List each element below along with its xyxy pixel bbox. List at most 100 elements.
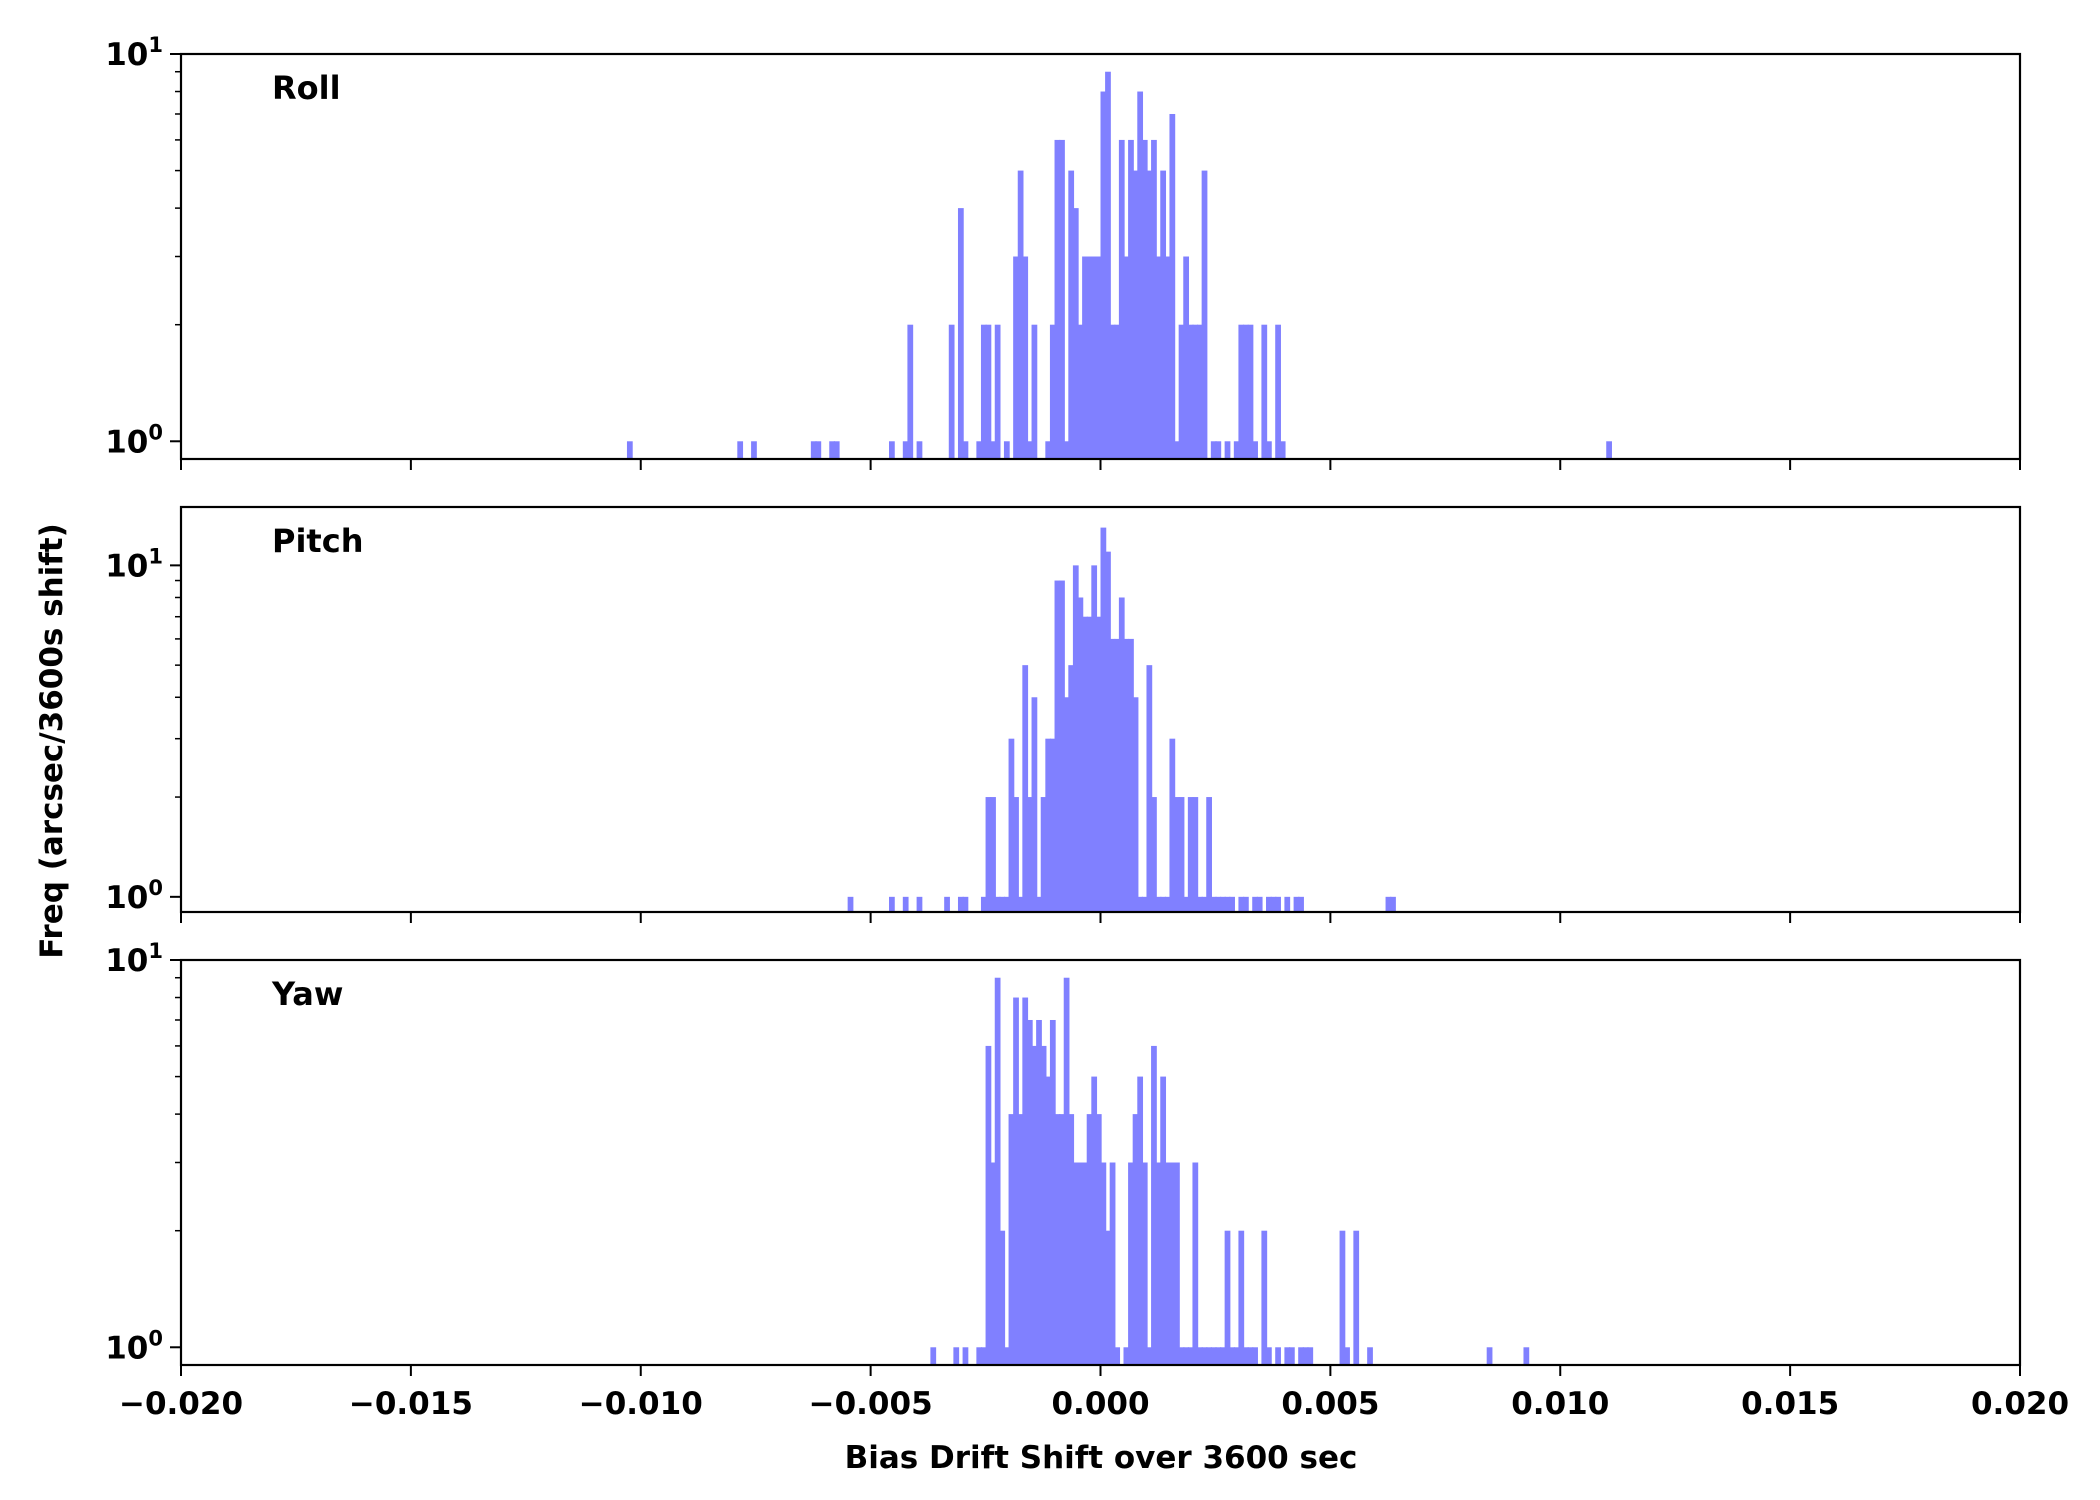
bar xyxy=(1022,665,1029,912)
bar xyxy=(962,1347,969,1365)
bar xyxy=(1022,997,1029,1365)
bar xyxy=(1201,896,1208,912)
bar xyxy=(1151,139,1157,460)
bar xyxy=(1261,324,1268,459)
bar xyxy=(1390,896,1396,912)
bar xyxy=(737,441,744,459)
bar xyxy=(1118,597,1125,912)
bar xyxy=(1077,597,1084,912)
bar xyxy=(1151,797,1157,912)
bar xyxy=(751,441,757,459)
bars-roll xyxy=(626,71,1612,460)
x-tick-label: −0.020 xyxy=(119,1386,243,1422)
bar xyxy=(1017,170,1024,459)
bar xyxy=(916,441,923,459)
bar xyxy=(1049,324,1056,459)
bar xyxy=(1266,896,1272,912)
bar xyxy=(810,441,817,459)
bar xyxy=(1192,1162,1199,1365)
bar xyxy=(1095,1114,1102,1365)
y-tick-label: 101 xyxy=(105,544,163,584)
bar xyxy=(1344,1347,1350,1365)
bar xyxy=(1141,139,1148,460)
bar xyxy=(1036,1019,1042,1365)
bar xyxy=(1100,91,1107,459)
bar xyxy=(1095,256,1102,459)
y-tick-label: 100 xyxy=(105,420,163,460)
bar xyxy=(1183,896,1190,912)
bar xyxy=(1302,1347,1309,1365)
bar xyxy=(1298,896,1304,912)
bar xyxy=(1238,896,1245,912)
bar xyxy=(1109,1162,1116,1365)
bar xyxy=(1169,738,1176,912)
bar xyxy=(1197,1347,1203,1365)
bar xyxy=(948,324,955,459)
panel-roll: 100 101 Roll xyxy=(105,33,2022,470)
bar xyxy=(962,441,969,459)
bar xyxy=(1298,1347,1304,1365)
bar xyxy=(1003,1347,1010,1365)
bar xyxy=(1100,527,1107,912)
bar xyxy=(1178,1347,1185,1365)
bar xyxy=(994,896,1001,912)
bar xyxy=(1031,324,1038,459)
bar xyxy=(1068,170,1075,459)
bar xyxy=(1086,256,1093,459)
bar xyxy=(1252,441,1258,459)
bar xyxy=(1164,256,1171,459)
bar xyxy=(1256,896,1263,912)
panel-label-yaw: Yaw xyxy=(271,975,343,1013)
bar xyxy=(1174,441,1180,459)
bar xyxy=(1146,665,1153,912)
bar xyxy=(980,324,987,459)
bar xyxy=(1238,1230,1245,1365)
bar xyxy=(1197,896,1203,912)
panel-yaw: −0.020 −0.015 −0.010 −0.005 0.000 0.005 0.010 0… xyxy=(105,939,2069,1422)
bar xyxy=(1270,896,1277,912)
x-tick-label: 0.015 xyxy=(1741,1386,1839,1422)
bar xyxy=(907,324,914,459)
bar xyxy=(1266,1347,1272,1365)
bar xyxy=(1164,1162,1171,1365)
bar xyxy=(1183,256,1190,459)
bar xyxy=(1169,113,1176,460)
bar xyxy=(1210,441,1217,459)
bar xyxy=(1091,565,1098,912)
bar xyxy=(990,1162,996,1365)
bar xyxy=(1192,324,1199,459)
x-tick-label: 0.020 xyxy=(1971,1386,2069,1422)
bar xyxy=(1114,638,1121,912)
bar xyxy=(1082,616,1088,912)
bar xyxy=(1238,324,1245,459)
bar xyxy=(990,441,996,459)
bar xyxy=(1045,1076,1052,1365)
bar xyxy=(1059,1114,1065,1365)
bar xyxy=(1077,324,1084,459)
bar xyxy=(953,1347,960,1365)
bar xyxy=(1003,896,1010,912)
x-tick-label: 0.000 xyxy=(1051,1386,1149,1422)
bar xyxy=(1013,797,1019,912)
bar xyxy=(1036,896,1042,912)
bar xyxy=(1160,170,1167,459)
bar xyxy=(957,208,964,459)
bar xyxy=(1307,1347,1314,1365)
bar xyxy=(1026,1019,1033,1365)
bar xyxy=(1160,896,1167,912)
bar xyxy=(1049,738,1056,912)
bar xyxy=(1128,1162,1134,1365)
bar xyxy=(1091,1076,1098,1365)
bar xyxy=(1109,638,1116,912)
bar xyxy=(1132,697,1139,912)
bar xyxy=(1123,638,1130,912)
y-axis-title: Freq (arcsec/3600s shift) xyxy=(34,523,70,959)
bar xyxy=(1160,1076,1167,1365)
bar xyxy=(1054,1114,1061,1365)
bars-pitch xyxy=(847,527,1396,912)
bar xyxy=(1155,896,1162,912)
panel-pitch: 100 101 Pitch xyxy=(105,505,2022,923)
bar xyxy=(1137,91,1144,459)
bar xyxy=(1063,441,1070,459)
bar xyxy=(889,896,895,912)
